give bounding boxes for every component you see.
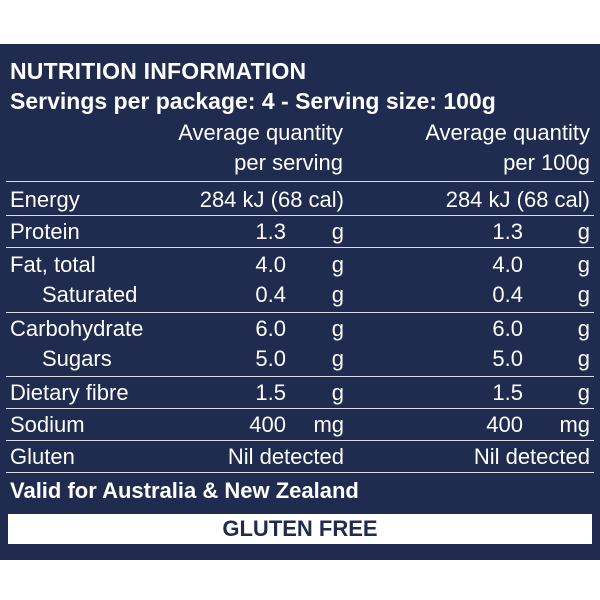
row-label-fat-total: Fat, total xyxy=(10,252,96,277)
row-label-saturated: Saturated xyxy=(42,282,138,307)
carbohydrate-per-100g-value: 6.0 xyxy=(492,316,523,341)
fat-per-100g-unit: g xyxy=(577,252,590,277)
sodium-per-100g-unit: mg xyxy=(559,412,590,437)
divider xyxy=(6,408,594,409)
header-per-100g: Average quantity per 100g xyxy=(395,118,590,178)
saturated-per-serving-unit: g xyxy=(331,282,344,307)
table-row: Saturated 0.4 g 0.4 g xyxy=(0,279,600,311)
row-label-carbohydrate: Carbohydrate xyxy=(10,316,144,341)
row-label-protein: Protein xyxy=(10,219,80,244)
fibre-per-100g-value: 1.5 xyxy=(492,380,523,405)
gluten-per-serving: Nil detected xyxy=(227,444,344,469)
row-label-dietary-fibre: Dietary fibre xyxy=(10,380,129,405)
nutrition-panel: NUTRITION INFORMATION Servings per packa… xyxy=(0,44,600,560)
energy-per-serving: 284 kJ (68 cal) xyxy=(199,187,344,212)
row-label-gluten: Gluten xyxy=(10,444,75,469)
sodium-per-serving-unit: mg xyxy=(313,412,344,437)
fibre-per-serving-value: 1.5 xyxy=(255,380,286,405)
fibre-per-serving-unit: g xyxy=(331,380,344,405)
header-per-100g-line-2: per 100g xyxy=(503,150,590,175)
header-per-100g-line-1: Average quantity xyxy=(425,120,590,145)
table-row: Sodium 400 mg 400 mg xyxy=(0,409,600,441)
divider xyxy=(6,181,594,182)
saturated-per-serving-value: 0.4 xyxy=(255,282,286,307)
row-label-sugars: Sugars xyxy=(42,346,112,371)
header-per-serving-line-2: per serving xyxy=(234,150,343,175)
table-row: Fat, total 4.0 g 4.0 g xyxy=(0,249,600,281)
fat-per-100g-value: 4.0 xyxy=(492,252,523,277)
gluten-per-100g: Nil detected xyxy=(473,444,590,469)
fibre-per-100g-unit: g xyxy=(577,380,590,405)
gluten-free-badge: GLUTEN FREE xyxy=(8,514,592,544)
divider xyxy=(6,440,594,441)
row-label-energy: Energy xyxy=(10,187,80,212)
table-row: Energy 284 kJ (68 cal) 284 kJ (68 cal) xyxy=(0,184,600,216)
carbohydrate-per-serving-unit: g xyxy=(331,316,344,341)
panel-title: NUTRITION INFORMATION xyxy=(10,58,307,84)
protein-per-100g-value: 1.3 xyxy=(492,219,523,244)
divider xyxy=(6,376,594,377)
table-row: Dietary fibre 1.5 g 1.5 g xyxy=(0,377,600,409)
header-per-serving: Average quantity per serving xyxy=(150,118,343,178)
table-row: Protein 1.3 g 1.3 g xyxy=(0,216,600,248)
protein-per-100g-unit: g xyxy=(577,219,590,244)
table-row: Carbohydrate 6.0 g 6.0 g xyxy=(0,313,600,345)
table-row: Gluten Nil detected Nil detected xyxy=(0,441,600,473)
sodium-per-100g-value: 400 xyxy=(486,412,523,437)
fat-per-serving-value: 4.0 xyxy=(255,252,286,277)
sugars-per-100g-value: 5.0 xyxy=(492,346,523,371)
divider xyxy=(6,247,594,248)
sugars-per-100g-unit: g xyxy=(577,346,590,371)
divider xyxy=(6,312,594,313)
energy-per-100g: 284 kJ (68 cal) xyxy=(445,187,590,212)
sugars-per-serving-unit: g xyxy=(331,346,344,371)
servings-info: Servings per package: 4 - Serving size: … xyxy=(10,88,496,114)
saturated-per-100g-value: 0.4 xyxy=(492,282,523,307)
fat-per-serving-unit: g xyxy=(331,252,344,277)
row-label-sodium: Sodium xyxy=(10,412,85,437)
validity-note: Valid for Australia & New Zealand xyxy=(10,478,359,503)
table-row: Sugars 5.0 g 5.0 g xyxy=(0,343,600,375)
carbohydrate-per-100g-unit: g xyxy=(577,316,590,341)
sugars-per-serving-value: 5.0 xyxy=(255,346,286,371)
protein-per-serving-value: 1.3 xyxy=(255,219,286,244)
divider xyxy=(6,472,594,473)
protein-per-serving-unit: g xyxy=(331,219,344,244)
sodium-per-serving-value: 400 xyxy=(249,412,286,437)
saturated-per-100g-unit: g xyxy=(577,282,590,307)
divider xyxy=(6,215,594,216)
header-per-serving-line-1: Average quantity xyxy=(178,120,343,145)
carbohydrate-per-serving-value: 6.0 xyxy=(255,316,286,341)
